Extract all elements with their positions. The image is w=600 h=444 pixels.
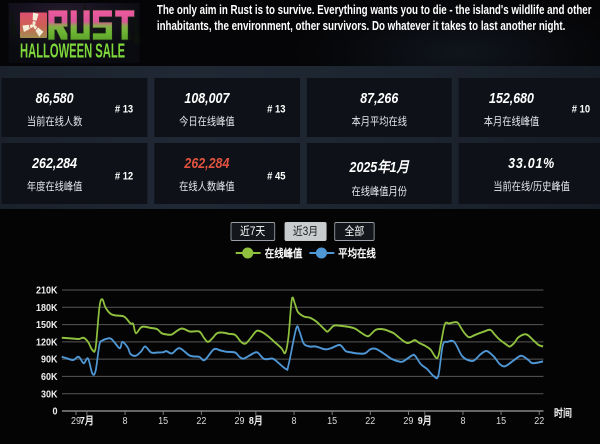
svg-text:15: 15	[158, 415, 169, 427]
svg-text:29: 29	[234, 415, 244, 427]
svg-text:7月: 7月	[80, 414, 94, 427]
svg-text:8: 8	[123, 415, 128, 427]
svg-text:90K: 90K	[41, 354, 57, 366]
svg-text:9月: 9月	[418, 414, 432, 427]
svg-text:8: 8	[291, 415, 296, 427]
svg-text:120K: 120K	[36, 337, 57, 349]
svg-text:60K: 60K	[41, 371, 57, 383]
svg-text:29: 29	[403, 415, 413, 427]
svg-text:15: 15	[496, 415, 507, 427]
svg-text:22: 22	[534, 415, 544, 427]
svg-text:8月: 8月	[249, 414, 263, 427]
svg-text:150K: 150K	[36, 320, 57, 332]
svg-text:时间: 时间	[554, 406, 572, 420]
svg-text:210K: 210K	[36, 285, 57, 297]
svg-text:22: 22	[365, 415, 375, 427]
svg-text:0: 0	[53, 406, 59, 418]
svg-text:180K: 180K	[36, 302, 57, 314]
svg-text:29: 29	[71, 415, 81, 427]
svg-text:22: 22	[196, 415, 206, 427]
svg-text:30K: 30K	[41, 389, 57, 401]
svg-text:HALLOWEEN SALE: HALLOWEEN SALE	[20, 39, 125, 62]
svg-text:15: 15	[327, 415, 338, 427]
svg-text:8: 8	[460, 415, 465, 427]
